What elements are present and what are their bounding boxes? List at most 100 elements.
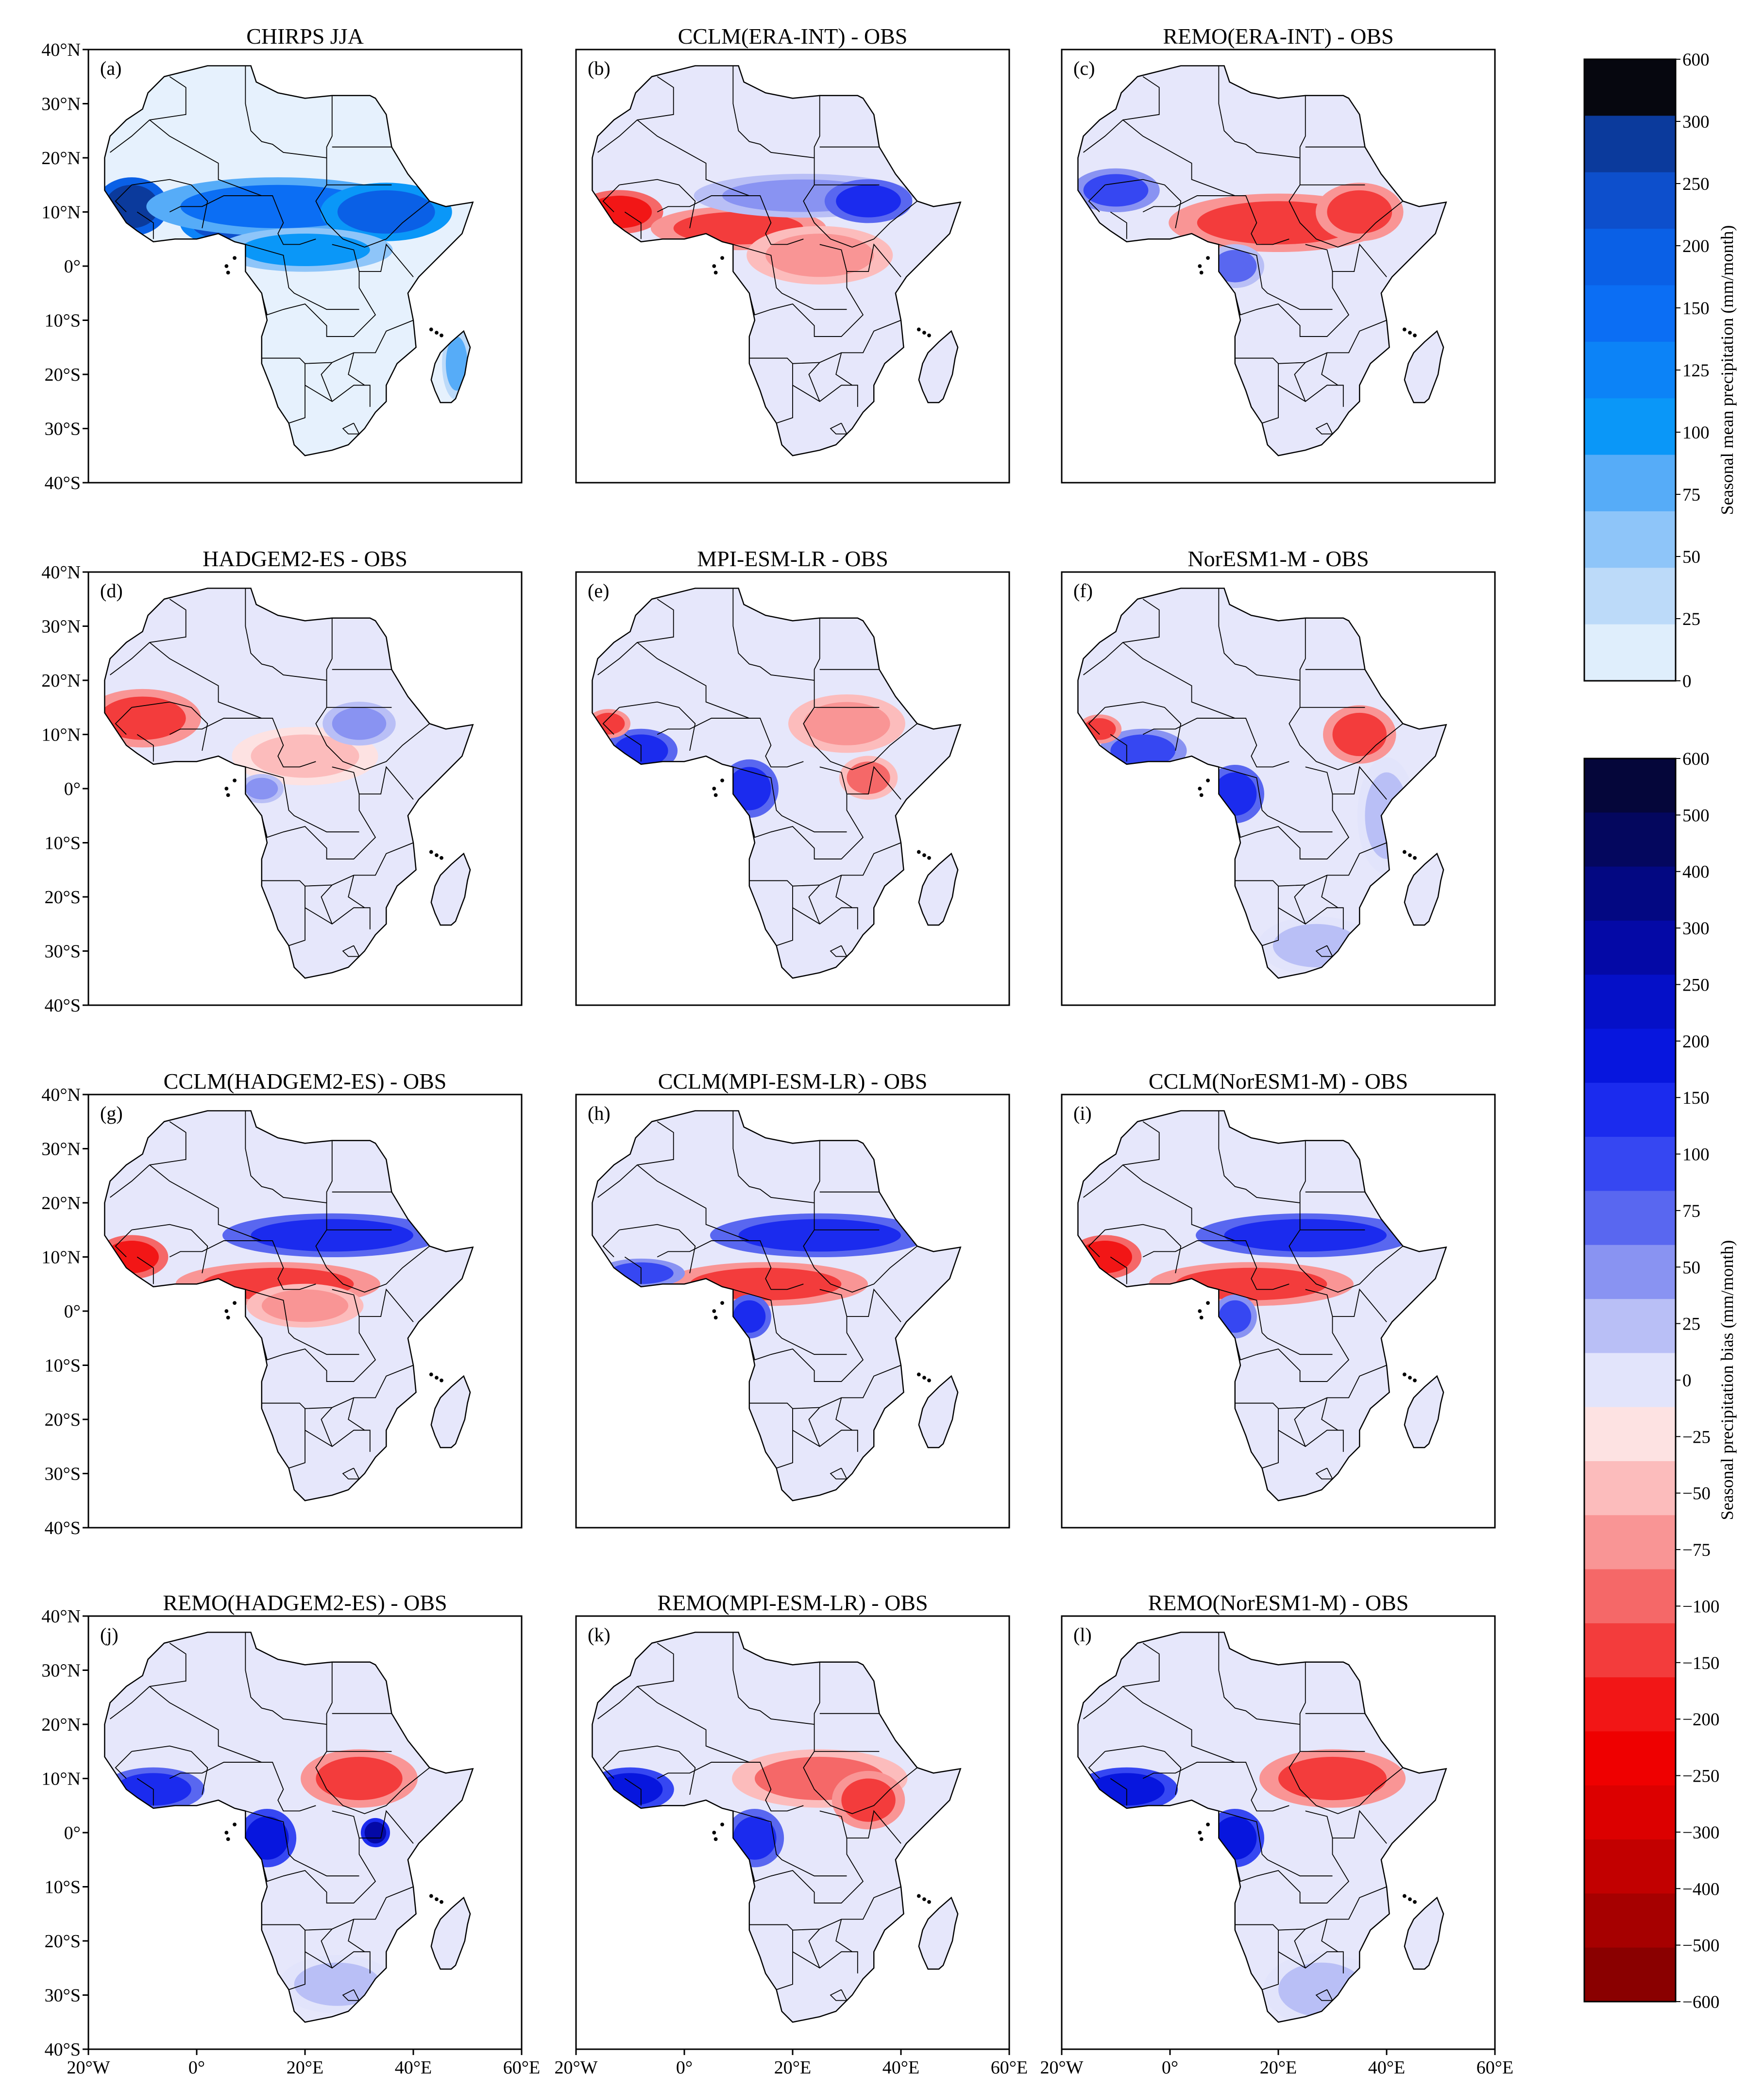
colorbar-label: 50 (1682, 1258, 1700, 1278)
panel-title: CCLM(NorESM1-M) - OBS (1149, 1069, 1408, 1094)
lat-tick-label: 10°N (41, 202, 81, 223)
colorbar-swatch (1584, 1893, 1676, 1948)
colorbar-swatch (1584, 1623, 1676, 1678)
map-area (1072, 66, 1446, 455)
panel-label: (k) (588, 1624, 611, 1646)
colorbar-swatch (1584, 1028, 1676, 1083)
colorbar-label: 0 (1682, 1371, 1692, 1391)
lat-tick-label: 20°N (41, 671, 81, 691)
colorbar-label: −300 (1682, 1823, 1719, 1843)
precip-blob (1213, 250, 1257, 283)
colorbar-swatch (1584, 1839, 1676, 1894)
lon-tick-label: 20°W (67, 2057, 110, 2078)
island (713, 1837, 718, 1841)
lon-tick-label: 0° (676, 2057, 693, 2078)
lat-tick-label: 10°S (45, 311, 81, 331)
precip-blob (765, 234, 874, 277)
precip-blob (251, 734, 359, 778)
colorbar-title: Seasonal mean precipitation (mm/month) (1717, 225, 1737, 515)
precip-blob (332, 707, 387, 740)
lat-tick-label: 10°N (41, 725, 81, 745)
colorbar-swatch (1584, 1191, 1676, 1246)
colorbar-swatch (1584, 172, 1676, 229)
colorbar-label: 100 (1682, 1145, 1710, 1165)
colorbar-label: 200 (1682, 236, 1710, 256)
panel-label: (f) (1073, 580, 1093, 602)
colorbar-swatch (1584, 116, 1676, 173)
colorbar-swatch (1584, 511, 1676, 568)
panel-b: CCLM(ERA-INT) - OBS (b) (575, 24, 1010, 484)
colorbar-swatch (1584, 1677, 1676, 1732)
island (1408, 331, 1412, 335)
lon-tick-label: 0° (188, 2057, 205, 2078)
island (1198, 1831, 1202, 1835)
colorbar-label: −200 (1682, 1710, 1719, 1730)
lat-tick-label: 40°S (45, 1518, 81, 1538)
island (233, 256, 237, 260)
colorbar-swatch (1584, 229, 1676, 286)
island (1402, 327, 1407, 332)
precip-blob (445, 336, 468, 391)
island (440, 1900, 443, 1904)
panel-c: REMO(ERA-INT) - OBS (c) (1061, 24, 1496, 484)
island (233, 1301, 237, 1305)
colorbar-label: 200 (1682, 1032, 1710, 1052)
lat-tick-label: 30°N (41, 94, 81, 115)
island (713, 793, 718, 797)
colorbar-swatch (1584, 341, 1676, 399)
colorbar-label: 100 (1682, 423, 1710, 443)
panel-frame (1061, 1094, 1496, 1529)
lat-tick-label: 30°N (41, 1139, 81, 1160)
colorbar-label: 0 (1682, 672, 1692, 691)
colorbar-label: 25 (1682, 609, 1700, 629)
island (435, 853, 439, 858)
precip-blob (245, 1816, 289, 1860)
lat-tick-label: 10°N (41, 1247, 81, 1268)
panel-label: (c) (1073, 57, 1095, 79)
lon-tick-label: 20°E (1260, 2057, 1297, 2078)
panel-title: MPI-ESM-LR - OBS (697, 546, 888, 571)
colorbar-label: −500 (1682, 1936, 1719, 1956)
island (1199, 270, 1204, 275)
panel-label: (i) (1073, 1102, 1092, 1124)
island (720, 1301, 724, 1305)
precip-blob (294, 1962, 381, 2006)
panel-d: HADGEM2-ES - OBS (d) 40°N 30°N 20°N 10°N 0° 10°… (41, 546, 523, 1016)
island (435, 1376, 439, 1380)
island (922, 1897, 926, 1902)
panel-label: (h) (588, 1102, 611, 1124)
lat-tick-label: 0° (64, 1301, 81, 1322)
precip-blob (1332, 712, 1387, 757)
precip-blob (733, 1816, 777, 1860)
panel-frame (575, 571, 1010, 1006)
precip-blob (841, 1778, 896, 1822)
precip-blob (1224, 1219, 1387, 1252)
lat-tick-label: 40°N (41, 562, 81, 583)
lat-tick-label: 30°N (41, 617, 81, 637)
colorbar-label: 150 (1682, 1088, 1710, 1108)
lon-tick-label: 20°W (1040, 2057, 1083, 2078)
island (429, 1372, 433, 1377)
lat-tick-label: 20°S (45, 1931, 81, 1952)
panel-title: CCLM(HADGEM2-ES) - OBS (164, 1069, 447, 1094)
lon-tick-label: 0° (1162, 2057, 1178, 2078)
island (429, 327, 433, 332)
island (226, 270, 230, 275)
lat-tick-label: 10°S (45, 1877, 81, 1898)
island (1206, 778, 1210, 783)
island (226, 793, 230, 797)
precip-blob (1327, 190, 1392, 234)
island (1402, 1894, 1407, 1898)
colorbar-label: −600 (1682, 1992, 1719, 2012)
panel-frame (575, 49, 1010, 484)
island (712, 787, 716, 791)
colorbar-swatch (1584, 285, 1676, 342)
colorbar-label: 25 (1682, 1315, 1700, 1334)
panel-e: MPI-ESM-LR - OBS (e) (575, 546, 1010, 1006)
lon-tick-label: 20°E (774, 2057, 811, 2078)
colorbar-swatch (1584, 920, 1676, 975)
lat-tick-label: 20°N (41, 1193, 81, 1214)
map-area (95, 66, 473, 455)
colorbar-label: 75 (1682, 485, 1700, 505)
